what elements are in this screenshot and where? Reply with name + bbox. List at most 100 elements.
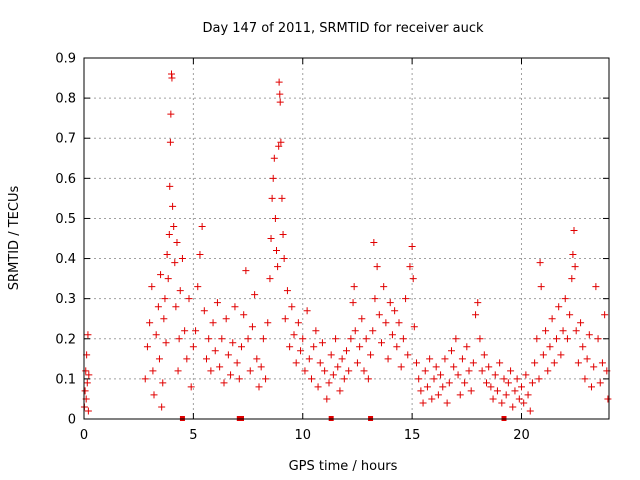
data-point (169, 202, 177, 210)
data-point (343, 347, 350, 355)
data-point (173, 239, 181, 247)
plot-frame (83, 57, 610, 420)
data-point (205, 335, 213, 343)
data-point (559, 327, 567, 335)
data-point (585, 331, 593, 339)
data-point (209, 319, 217, 327)
data-point (189, 343, 197, 351)
data-point (262, 375, 270, 383)
data-point (566, 311, 574, 319)
data-point (325, 379, 333, 387)
x-tick-label: 20 (513, 428, 530, 443)
data-point (264, 319, 272, 327)
data-point (555, 303, 563, 311)
data-point (445, 379, 453, 387)
data-point (430, 375, 438, 383)
data-point (522, 371, 530, 379)
data-point (577, 319, 585, 327)
data-point (203, 355, 210, 363)
data-point (568, 275, 576, 283)
y-tick-label: 0.8 (55, 92, 76, 107)
data-point (571, 263, 579, 271)
data-point (504, 379, 512, 387)
data-point (213, 299, 221, 307)
y-tick-label: 0.4 (55, 252, 76, 267)
data-point (329, 371, 337, 379)
data-point (81, 387, 89, 395)
data-point (174, 367, 182, 375)
data-point (456, 391, 464, 399)
data-point (432, 363, 440, 371)
data-point (327, 351, 335, 359)
data-point (561, 295, 569, 303)
y-tick-label: 0.3 (55, 292, 76, 307)
y-tick-label: 0.2 (55, 332, 76, 347)
data-point (572, 327, 580, 335)
data-point (448, 347, 455, 355)
data-point (375, 311, 383, 319)
data-point (276, 90, 284, 98)
data-point (271, 214, 279, 222)
data-point (231, 303, 239, 311)
data-point (340, 375, 348, 383)
data-point (536, 259, 544, 267)
data-point (502, 391, 510, 399)
data-point (472, 311, 480, 319)
data-point (299, 335, 307, 343)
data-point (347, 335, 355, 343)
data-point (194, 283, 202, 291)
data-point (537, 283, 545, 291)
data-point (166, 182, 174, 190)
data-point (167, 110, 175, 118)
data-point (509, 403, 517, 411)
data-point (395, 319, 403, 327)
y-axis-label: SRMTID / TECUs (7, 186, 22, 291)
x-tick-label: 10 (294, 428, 311, 443)
data-point (222, 315, 230, 323)
data-point (598, 359, 606, 367)
x-tick-label: 15 (404, 428, 421, 443)
data-point (493, 387, 501, 395)
data-point (544, 367, 552, 375)
data-point (220, 379, 228, 387)
data-point (148, 283, 156, 291)
data-point (150, 391, 158, 399)
data-point (187, 383, 195, 391)
data-point (84, 407, 92, 415)
data-point (520, 399, 528, 407)
data-point (312, 327, 320, 335)
y-tick-label: 0.9 (55, 52, 76, 67)
data-point (181, 327, 189, 335)
data-point (305, 355, 313, 363)
data-point (406, 263, 414, 271)
data-point (478, 367, 486, 375)
data-point (351, 327, 359, 335)
data-point (415, 375, 423, 383)
data-point (278, 194, 286, 202)
data-point (399, 335, 407, 343)
data-point (155, 355, 163, 363)
data-point (515, 395, 523, 403)
data-point (255, 383, 263, 391)
data-point (384, 355, 392, 363)
data-point (152, 331, 160, 339)
data-point (465, 367, 473, 375)
data-point (382, 319, 390, 327)
data-point (434, 391, 442, 399)
x-tick-label: 5 (189, 428, 197, 443)
data-point (535, 375, 543, 383)
data-point (557, 351, 565, 359)
data-point (149, 367, 157, 375)
data-point (229, 339, 237, 347)
data-point (297, 347, 305, 355)
data-point (244, 335, 252, 343)
y-tick-label: 0.1 (55, 372, 76, 387)
data-point (85, 371, 93, 379)
data-point (441, 355, 449, 363)
data-point (200, 307, 208, 315)
data-point (546, 343, 554, 351)
data-point (590, 363, 598, 371)
data-point (367, 351, 375, 359)
data-point (274, 263, 282, 271)
data-point (273, 247, 280, 255)
